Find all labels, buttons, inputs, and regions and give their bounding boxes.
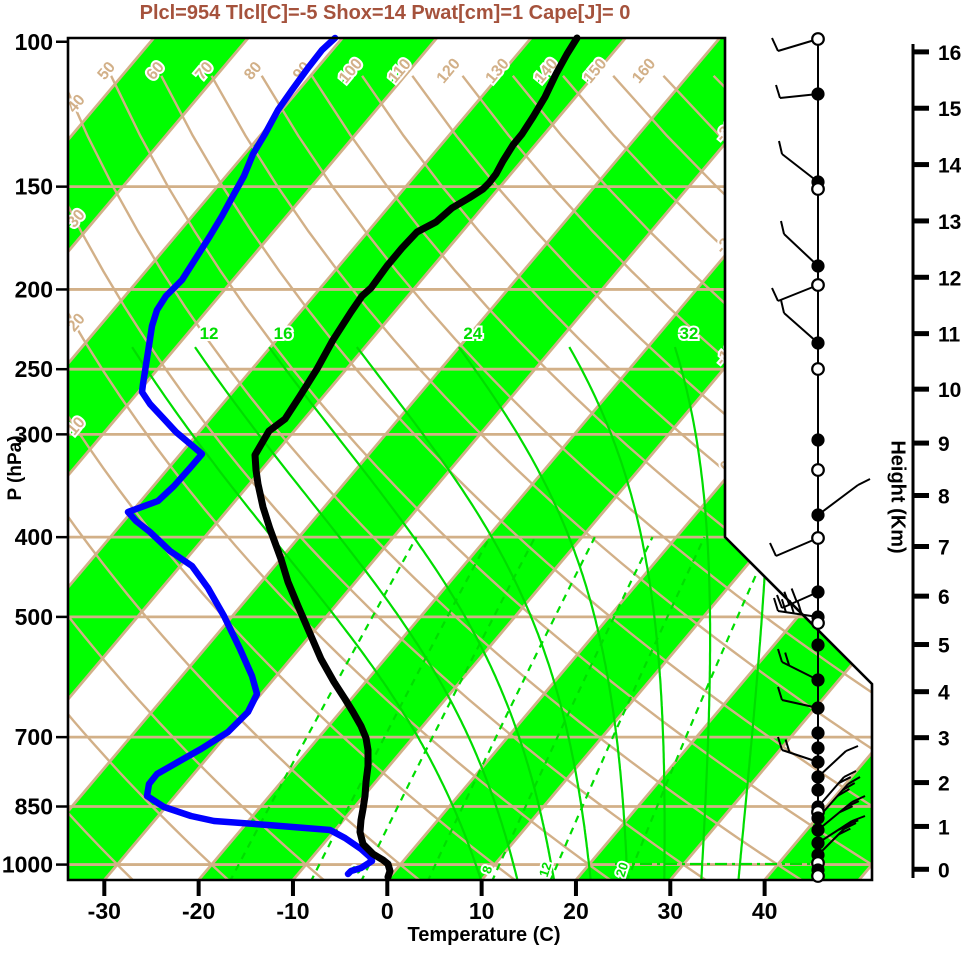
- svg-text:1000: 1000: [2, 852, 53, 878]
- plot-boundary: [66, 36, 874, 882]
- svg-text:0: 0: [717, 458, 736, 476]
- pressure-axis-title: P (hPa): [5, 435, 26, 501]
- pressure-axis: 100 150 200 250 300 400 500 700 850 1000: [2, 29, 68, 878]
- svg-text:850: 850: [15, 794, 53, 820]
- svg-text:300: 300: [15, 421, 53, 447]
- svg-text:13: 13: [938, 211, 961, 234]
- svg-text:0: 0: [381, 898, 394, 924]
- svg-text:100: 100: [15, 29, 53, 55]
- svg-text:20: 20: [790, 588, 815, 613]
- svg-text:5: 5: [938, 635, 950, 658]
- svg-text:32: 32: [679, 324, 698, 343]
- dewpoint-curve: [124, 34, 376, 878]
- svg-text:20: 20: [563, 898, 589, 924]
- svg-text:0: 0: [938, 859, 950, 882]
- svg-text:16: 16: [938, 42, 961, 65]
- svg-text:80: 80: [241, 59, 266, 84]
- svg-text:3: 3: [938, 728, 950, 751]
- svg-text:12: 12: [938, 267, 961, 290]
- svg-text:15: 15: [938, 98, 961, 121]
- temperature-axis-title: Temperature (C): [407, 924, 561, 946]
- svg-text:50: 50: [95, 59, 120, 84]
- svg-text:40: 40: [752, 898, 778, 924]
- svg-text:4: 4: [938, 682, 950, 705]
- svg-text:-30: -30: [88, 898, 121, 924]
- svg-text:700: 700: [15, 724, 53, 750]
- svg-text:11: 11: [938, 324, 961, 347]
- svg-text:250: 250: [15, 356, 53, 382]
- svg-text:10: 10: [938, 379, 961, 402]
- svg-text:2: 2: [938, 773, 950, 796]
- svg-text:9: 9: [938, 433, 950, 456]
- mixing-ratio-lines: [228, 536, 774, 880]
- moist-adiabat-lines: [131, 346, 771, 880]
- svg-text:6: 6: [938, 586, 950, 609]
- svg-text:12: 12: [200, 324, 219, 343]
- svg-text:120: 120: [434, 55, 464, 86]
- svg-text:150: 150: [15, 174, 53, 200]
- svg-text:10: 10: [469, 898, 495, 924]
- svg-text:-20: -20: [713, 228, 741, 257]
- svg-text:-20: -20: [182, 898, 215, 924]
- svg-text:30: 30: [657, 898, 683, 924]
- svg-text:7: 7: [938, 537, 950, 560]
- svg-text:14: 14: [938, 155, 961, 178]
- svg-text:12: 12: [536, 860, 555, 878]
- svg-text:24: 24: [463, 324, 482, 343]
- svg-text:500: 500: [15, 604, 53, 630]
- svg-text:16: 16: [274, 324, 293, 343]
- wind-barb-column: [769, 32, 871, 883]
- sounding-parameters-title: Plcl=954 Tlcl[C]=-5 Shox=14 Pwat[cm]=1 C…: [139, 2, 631, 24]
- height-axis-title: Height (Km): [886, 440, 909, 554]
- svg-text:8: 8: [938, 486, 950, 509]
- temperature-curve: [251, 34, 581, 881]
- temperature-axis: -30 -20 -10 0 10 20 30 40: [88, 881, 778, 924]
- svg-text:160: 160: [629, 55, 659, 86]
- svg-text:400: 400: [15, 524, 53, 550]
- svg-text:1: 1: [938, 816, 950, 839]
- svg-text:200: 200: [15, 276, 53, 302]
- svg-text:-10: -10: [276, 898, 309, 924]
